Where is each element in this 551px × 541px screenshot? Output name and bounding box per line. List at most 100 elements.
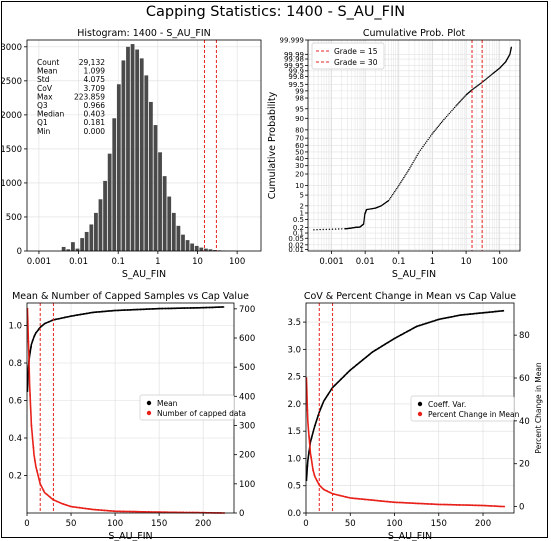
mean-capped-series-point	[177, 307, 179, 310]
y-tick-label: 1	[300, 209, 304, 217]
mean-capped-series-point	[32, 446, 35, 449]
cov-change-series-point	[406, 330, 409, 333]
x-tick-label: 150	[151, 519, 167, 529]
histogram-bar	[126, 46, 130, 251]
probplot-point	[427, 138, 429, 141]
probplot-point	[424, 142, 427, 144]
x-tick-label: 50	[66, 519, 77, 529]
y-tick-label: 0.5	[287, 482, 301, 492]
y2-tick-label: 200	[239, 451, 255, 461]
cov-change-series-point	[306, 465, 309, 467]
y-tick-label: 3.0	[287, 345, 301, 355]
x-tick-label: 0.01	[356, 257, 375, 267]
probplot-point	[334, 228, 337, 230]
stat-value: 0.000	[84, 127, 106, 136]
probplot-point	[455, 105, 457, 107]
cov-change-series-point	[501, 310, 503, 312]
histogram-axes	[26, 39, 262, 252]
x-tick-label: 200	[195, 519, 211, 529]
probplot-point	[484, 79, 486, 81]
histogram-bar	[176, 225, 181, 251]
cov-change-series-point	[326, 490, 328, 492]
probplot-title: Cumulative Prob. Plot	[363, 28, 466, 39]
legend-label: Coeff. Var.	[428, 400, 466, 409]
stat-label: Std	[37, 75, 50, 84]
y-tick-label: 3000	[0, 43, 22, 53]
probplot-point	[401, 180, 403, 182]
mean-capped-series-point	[42, 489, 45, 492]
y-tick-label: 500	[6, 213, 22, 223]
mean-capped-series-point	[132, 510, 134, 513]
cov-change-series-point	[393, 337, 396, 340]
y-tick-label: 70	[295, 135, 304, 143]
cov-change-series-point	[484, 504, 487, 507]
y2-tick-label: 500	[239, 363, 255, 373]
probplot-point	[398, 184, 400, 187]
probplot-point	[412, 161, 414, 164]
y2-tick-label: 20	[519, 460, 530, 470]
y-tick-label: 0.0	[287, 509, 301, 519]
mean-capped-series-point	[135, 510, 137, 513]
mean-capped-series-point	[95, 311, 98, 314]
histogram-bar	[190, 243, 195, 251]
probplot-point	[431, 133, 433, 135]
histogram-bar	[130, 44, 135, 252]
cov-change-series-point	[316, 479, 318, 482]
mean-capped-series-point	[192, 306, 195, 309]
legend-swatch	[146, 410, 152, 416]
cov-change-series-point	[455, 503, 458, 506]
probplot-point	[402, 178, 404, 180]
cov-change-series-point	[365, 356, 367, 359]
histogram-bar	[153, 125, 158, 251]
y-tick-label: 50	[295, 148, 304, 156]
x-tick-label: 100	[492, 257, 508, 267]
mean-capped-series-point	[199, 306, 201, 309]
mean-capped-series-point	[114, 309, 116, 312]
cov-change-series-point	[500, 505, 502, 508]
stat-label: Mean	[37, 67, 58, 76]
x-tick-label: 0.01	[69, 257, 88, 267]
cov-change-series-point	[330, 388, 333, 391]
cov-change-series-point	[379, 500, 382, 502]
probplot-point	[394, 190, 396, 193]
cov-change-series-point	[450, 315, 453, 318]
mean-capped-series-point	[69, 505, 71, 508]
histogram-bar	[71, 242, 75, 251]
cov-change-series-point	[402, 501, 404, 504]
mean-capped-series-line	[26, 306, 225, 392]
mean-capped-series-point	[164, 307, 167, 310]
probplot-point	[463, 96, 465, 98]
probplot-point	[322, 228, 324, 231]
cov-change-series-point	[418, 324, 421, 327]
mean-capped-series-point	[65, 504, 68, 507]
y-tick-label: 1500	[0, 145, 22, 155]
x-tick-label: 0.1	[111, 257, 125, 267]
probplot-point	[479, 83, 481, 85]
mean-capped-series-point	[63, 316, 66, 319]
probplot-point	[319, 228, 321, 231]
y-tick-label: 0.2	[293, 224, 304, 232]
cov-change-ylabel-right: Percent Change in Mean	[534, 362, 543, 454]
mean-capped-series-point	[60, 317, 63, 320]
cov-change-series-point	[497, 310, 500, 313]
mean-capped-series-point	[48, 320, 50, 323]
histogram-bar	[144, 75, 149, 251]
mean-capped-series-point	[28, 367, 31, 370]
probplot-point	[397, 186, 399, 188]
mean-capped-series-point	[129, 308, 132, 311]
mean-capped-series-point	[180, 307, 183, 310]
stat-value: 1.099	[84, 67, 106, 76]
cov-change-series-point	[414, 502, 417, 505]
stat-label: Min	[37, 127, 51, 136]
probplot-point	[483, 79, 485, 82]
cov-change-series-point	[472, 312, 475, 315]
mean-capped-series-point	[62, 503, 65, 505]
probplot-point	[331, 228, 334, 230]
cov-change-series-point	[437, 318, 440, 321]
cov-change-chart: 0 50 100 150 200 0.0 0.5 1.0 1.5 2.0 2.5 3.0 3.5 0 20 4…	[287, 291, 543, 541]
histogram-bar	[116, 84, 121, 251]
y-tick-label: 0.05	[288, 235, 304, 243]
mean-capped-series-point	[107, 310, 110, 312]
cov-change-series-point	[449, 503, 452, 506]
